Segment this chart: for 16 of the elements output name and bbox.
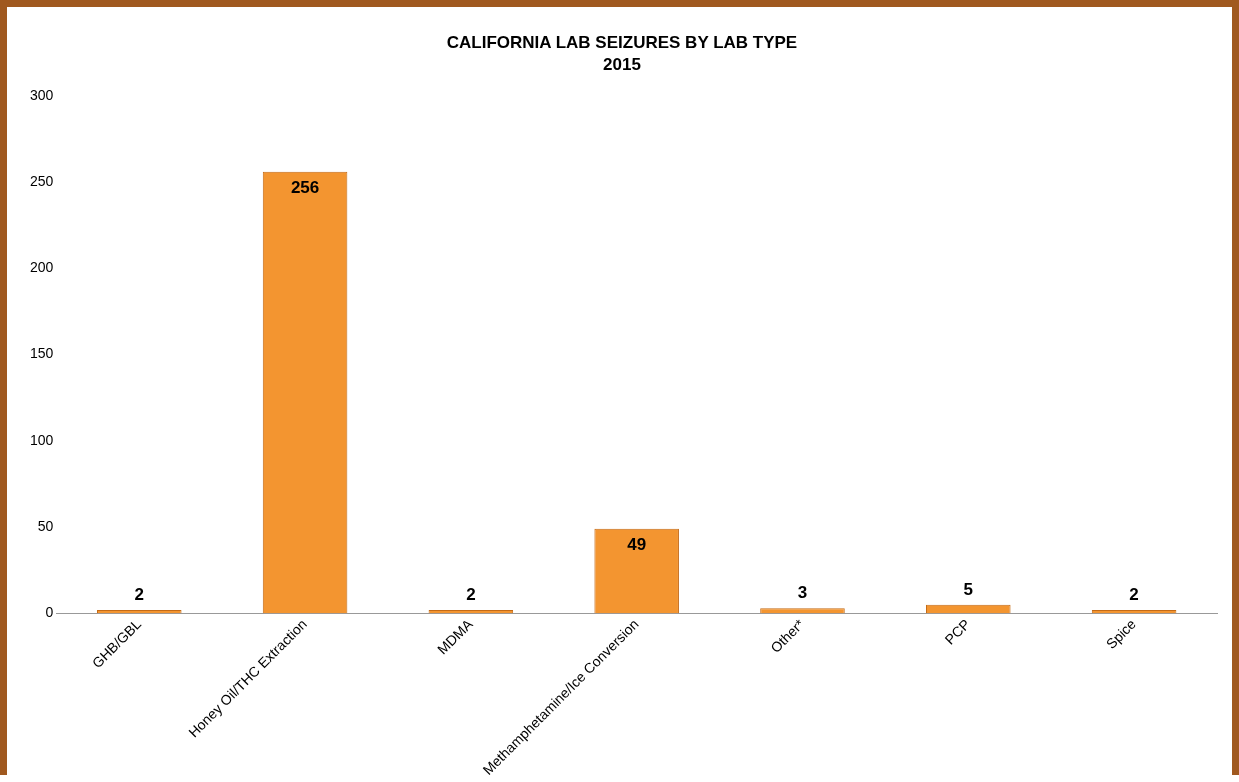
chart-subtitle: 2015: [603, 55, 641, 75]
data-label: 256: [290, 177, 320, 197]
data-label: 2: [466, 585, 476, 605]
data-label: 3: [797, 583, 808, 603]
y-tick-label: 0: [45, 604, 54, 621]
y-tick-label: 100: [30, 431, 54, 448]
y-tick-label: 250: [30, 172, 54, 189]
data-label: 2: [134, 585, 144, 605]
y-tick-label: 200: [30, 259, 54, 276]
chart-title: CALIFORNIA LAB SEIZURES BY LAB TYPE: [446, 32, 798, 52]
data-label: 2: [1129, 585, 1139, 605]
data-label: 5: [963, 579, 974, 599]
y-tick-label: 300: [30, 86, 54, 103]
y-tick-label: 150: [30, 345, 54, 362]
y-tick-label: 50: [37, 517, 54, 534]
data-label: 49: [627, 535, 647, 555]
